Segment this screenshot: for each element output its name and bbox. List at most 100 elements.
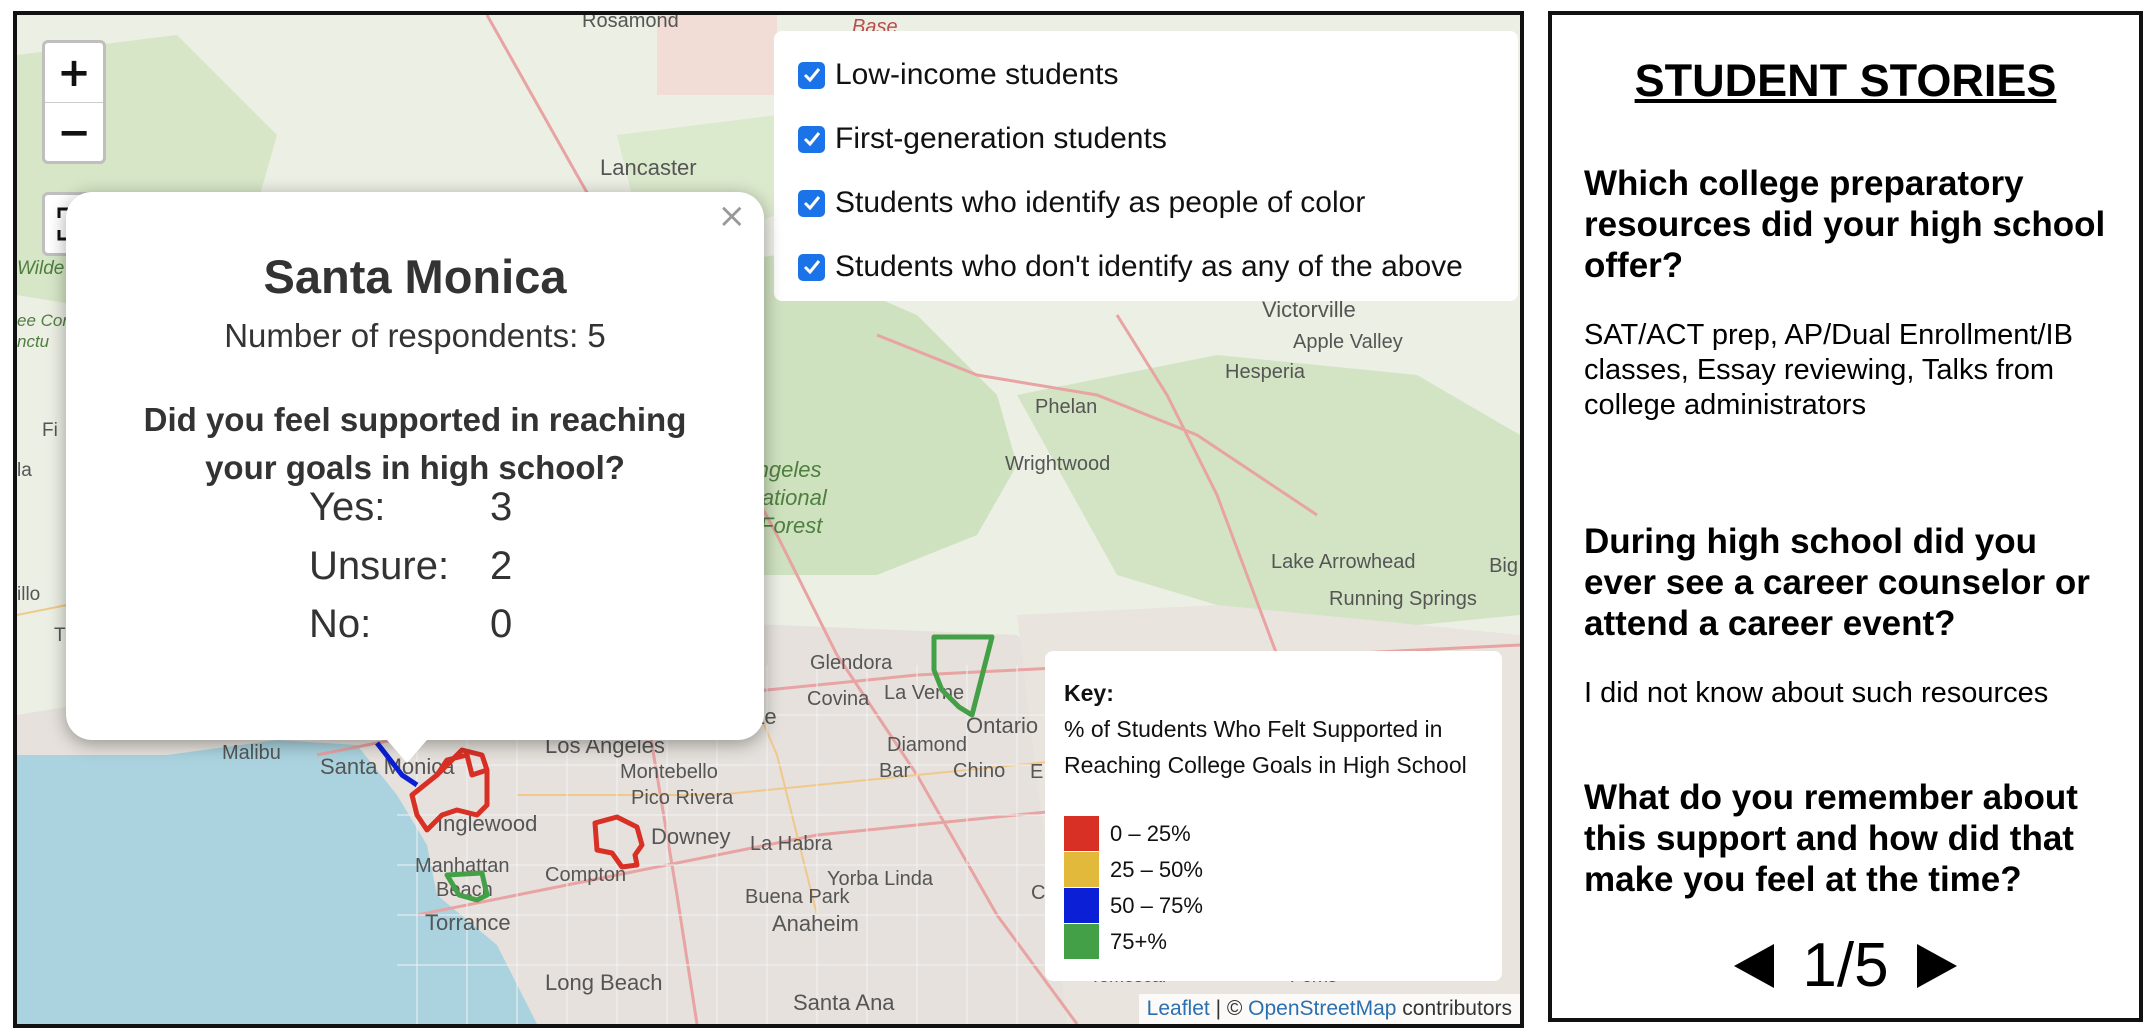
region-red-3[interactable] bbox=[592, 814, 645, 870]
map-label: Rosamond bbox=[582, 15, 679, 32]
layer-label: Students who don't identify as any of th… bbox=[835, 250, 1463, 283]
popup-close-button[interactable]: × bbox=[717, 196, 747, 236]
layer-label: First-generation students bbox=[835, 122, 1167, 155]
map-label: Manhattan bbox=[415, 855, 510, 877]
attribution-separator: | © bbox=[1209, 997, 1249, 1020]
map-label: Phelan bbox=[1035, 396, 1097, 418]
checkbox-checked-icon[interactable] bbox=[798, 61, 825, 89]
layer-first-generation[interactable]: First-generation students bbox=[798, 107, 1494, 171]
layer-filter-panel: Low-income students First-generation stu… bbox=[774, 31, 1518, 301]
legend-item: 0 – 25% bbox=[1064, 816, 1191, 851]
checkbox-checked-icon[interactable] bbox=[798, 189, 825, 217]
legend-description: % of Students Who Felt Supported in bbox=[1064, 716, 1443, 742]
story-question: What do you remember about this support … bbox=[1584, 778, 2078, 899]
map-label: T bbox=[54, 625, 66, 646]
map-label: Inglewood bbox=[437, 811, 537, 836]
story-question: During high school did you ever see a ca… bbox=[1584, 522, 2090, 643]
map-label: E bbox=[1030, 761, 1043, 783]
answer-value: 0 bbox=[490, 602, 513, 646]
region-green-1[interactable] bbox=[931, 634, 995, 718]
story-answer: I did not know about such resources bbox=[1584, 677, 2049, 709]
prev-arrow-icon[interactable] bbox=[1734, 943, 1775, 988]
map-label: illo bbox=[17, 584, 40, 605]
map-label: Covina bbox=[807, 688, 870, 710]
layer-people-of-color[interactable]: Students who identify as people of color bbox=[798, 171, 1494, 235]
map-label: Lancaster bbox=[600, 155, 697, 180]
map-label: Pico Rivera bbox=[631, 787, 734, 809]
map-label: Bar bbox=[879, 760, 910, 782]
answer-row: Yes: 3 bbox=[309, 485, 512, 530]
map-panel[interactable]: Rosamond Base Lancaster Victorville Appl… bbox=[13, 11, 1524, 1028]
map-label: Diamond bbox=[887, 734, 967, 756]
map-label: Glendora bbox=[810, 652, 893, 674]
map-label: Running Springs bbox=[1329, 588, 1477, 610]
region-popup: × Santa Monica Number of respondents: 5 … bbox=[66, 192, 764, 740]
map-label: Hesperia bbox=[1225, 361, 1306, 383]
map-label: Malibu bbox=[222, 742, 281, 764]
map-label: Fi bbox=[42, 420, 58, 441]
answer-label: Unsure: bbox=[309, 544, 450, 588]
legend-swatch bbox=[1064, 888, 1099, 923]
legend-item: 50 – 75% bbox=[1064, 888, 1203, 923]
popup-respondents: Number of respondents: 5 bbox=[224, 317, 606, 354]
map-label: nctu bbox=[17, 332, 50, 351]
osm-link[interactable]: OpenStreetMap bbox=[1248, 997, 1397, 1020]
map-label: Torrance bbox=[425, 910, 511, 935]
map-label: Long Beach bbox=[545, 970, 662, 995]
map-label: ee Cor bbox=[17, 311, 69, 330]
zoom-in-button[interactable]: + bbox=[57, 49, 91, 96]
map-label: C bbox=[1031, 882, 1045, 904]
legend-title: Key: bbox=[1064, 680, 1114, 706]
map-label: Montebello bbox=[620, 761, 718, 783]
map-label: Lake Arrowhead bbox=[1271, 551, 1416, 573]
legend-label: 50 – 75% bbox=[1110, 892, 1203, 918]
map-label: La Habra bbox=[750, 833, 833, 855]
map-label: La Verne bbox=[884, 682, 964, 704]
map-label: Wilde bbox=[17, 258, 64, 279]
region-red-2[interactable] bbox=[435, 747, 490, 777]
story-answer: SAT/ACT prep, AP/Dual Enrollment/IB clas… bbox=[1584, 319, 2073, 421]
layer-none-of-above[interactable]: Students who don't identify as any of th… bbox=[798, 235, 1494, 299]
map-label: Santa Ana bbox=[793, 990, 895, 1015]
layer-low-income[interactable]: Low-income students bbox=[798, 43, 1494, 107]
map-label: Chino bbox=[953, 760, 1005, 782]
student-stories-panel: STUDENT STORIES Which college preparator… bbox=[1548, 11, 2143, 1022]
answer-label: No: bbox=[309, 602, 372, 646]
leaflet-link[interactable]: Leaflet bbox=[1146, 997, 1210, 1020]
popup-tip bbox=[381, 733, 433, 763]
answer-value: 2 bbox=[490, 544, 513, 588]
layer-label: Low-income students bbox=[835, 58, 1119, 91]
map-label: Yorba Linda bbox=[827, 868, 934, 890]
map-label: Big bbox=[1489, 555, 1518, 577]
region-green-2[interactable] bbox=[444, 870, 490, 903]
story-pager: 1/5 bbox=[1552, 930, 2139, 1001]
map-attribution: Leaflet | © OpenStreetMap contributors bbox=[1138, 994, 1520, 1024]
legend-swatch bbox=[1064, 852, 1099, 887]
map-label: Victorville bbox=[1262, 297, 1356, 322]
answer-label: Yes: bbox=[309, 485, 386, 529]
map-legend: Key: % of Students Who Felt Supported in… bbox=[1045, 651, 1502, 981]
map-label: Forest bbox=[760, 513, 823, 538]
layer-label: Students who identify as people of color bbox=[835, 186, 1366, 219]
map-label: Apple Valley bbox=[1293, 331, 1403, 353]
region-red-1[interactable] bbox=[409, 752, 490, 833]
map-label: Anaheim bbox=[772, 911, 859, 936]
legend-item: 75+% bbox=[1064, 924, 1167, 959]
legend-label: 25 – 50% bbox=[1110, 856, 1203, 882]
legend-label: 0 – 25% bbox=[1110, 820, 1191, 846]
map-label: la bbox=[17, 460, 32, 481]
attribution-text: contributors bbox=[1396, 997, 1512, 1020]
checkbox-checked-icon[interactable] bbox=[798, 253, 825, 281]
popup-title: Santa Monica bbox=[263, 250, 567, 303]
checkbox-checked-icon[interactable] bbox=[798, 125, 825, 153]
map-label: Buena Park bbox=[745, 886, 851, 908]
legend-swatch bbox=[1064, 816, 1099, 851]
next-arrow-icon[interactable] bbox=[1916, 943, 1957, 988]
stories-title: STUDENT STORIES bbox=[1634, 55, 2057, 106]
legend-swatch bbox=[1064, 924, 1099, 959]
map-label: Downey bbox=[651, 824, 730, 849]
legend-item: 25 – 50% bbox=[1064, 852, 1203, 887]
answer-row: No: 0 bbox=[309, 602, 512, 647]
map-label: Ontario bbox=[966, 713, 1038, 738]
zoom-out-button[interactable]: − bbox=[45, 102, 103, 162]
